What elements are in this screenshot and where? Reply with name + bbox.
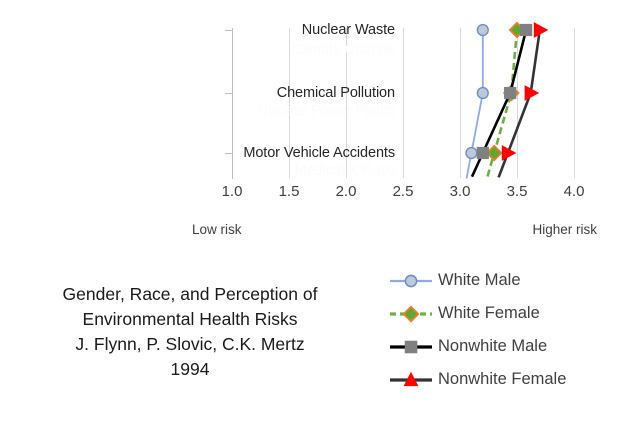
x-tick-label: 3.0	[449, 183, 471, 200]
data-point-marker	[476, 86, 489, 100]
legend-label: White Male	[438, 271, 521, 289]
category-label-motor-vehicle-accidents: Motor Vehicle Accidents	[243, 145, 395, 161]
data-point-marker	[465, 146, 478, 160]
legend-marker-square-icon	[388, 336, 434, 358]
gridline	[574, 28, 575, 178]
gridline	[517, 28, 518, 178]
title-authors: J. Flynn, P. Slovic, C.K. Mertz	[75, 334, 305, 354]
legend-item-white-male[interactable]: White Male	[388, 264, 616, 297]
series-line	[465, 30, 484, 179]
category-label-nuclear-waste: Nuclear Waste	[301, 22, 395, 38]
axis-note-higher-risk: Higher risk	[532, 222, 597, 237]
title-line-2: Environmental Health Risks	[82, 309, 298, 329]
gridline	[346, 28, 347, 178]
x-tick-label: 4.0	[563, 183, 585, 200]
legend-item-white-female[interactable]: White Female	[388, 297, 616, 330]
legend-item-nonwhite-male[interactable]: Nonwhite Male	[388, 330, 616, 363]
x-tick-label: 1.5	[278, 183, 300, 200]
legend-marker-triangle-icon	[388, 369, 434, 391]
data-point-marker	[501, 145, 517, 161]
legend-label: Nonwhite Male	[438, 337, 548, 355]
data-point-marker	[476, 23, 489, 37]
legend-marker-diamond-icon	[388, 303, 434, 325]
chart-legend: White Male White Female Nonwhite Male No…	[388, 264, 616, 396]
y-axis-line	[232, 28, 234, 179]
legend-item-nonwhite-female[interactable]: Nonwhite Female	[388, 363, 616, 396]
series-line	[470, 29, 528, 178]
axis-tick	[225, 30, 233, 32]
category-label-chemical-pollution: Chemical Pollution	[276, 85, 395, 101]
legend-label: Nonwhite Female	[438, 370, 567, 388]
title-year: 1994	[170, 359, 210, 379]
data-point-marker	[524, 85, 540, 101]
data-point-marker	[520, 23, 533, 37]
series-line	[485, 29, 519, 179]
series-overlay	[465, 21, 549, 179]
x-tick-label: 2.0	[335, 183, 357, 200]
data-point-marker	[504, 86, 517, 100]
gridline	[403, 28, 404, 178]
data-point-marker	[533, 22, 549, 38]
series-line	[497, 29, 542, 178]
axis-tick	[225, 153, 233, 155]
x-tick-label: 2.5	[392, 183, 414, 200]
legend-marker-circle-icon	[388, 270, 434, 292]
legend-label: White Female	[438, 304, 540, 322]
x-tick-label: 3.5	[506, 183, 528, 200]
x-tick-label: 1.0	[221, 183, 243, 200]
gridline	[289, 28, 290, 178]
chart-title-block: Gender, Race, and Perception of Environm…	[6, 282, 374, 382]
data-point-marker	[485, 144, 503, 162]
series-nonwhite-female	[497, 22, 549, 178]
plot-area: Climate Change Nuclear Power Plants Medi…	[192, 21, 597, 237]
axis-note-low-risk: Low risk	[192, 222, 242, 237]
series-nonwhite-male	[470, 23, 533, 178]
axis-tick	[225, 93, 233, 95]
gridline	[460, 28, 461, 178]
data-point-marker	[476, 146, 489, 160]
title-line-1: Gender, Race, and Perception of	[62, 284, 318, 304]
